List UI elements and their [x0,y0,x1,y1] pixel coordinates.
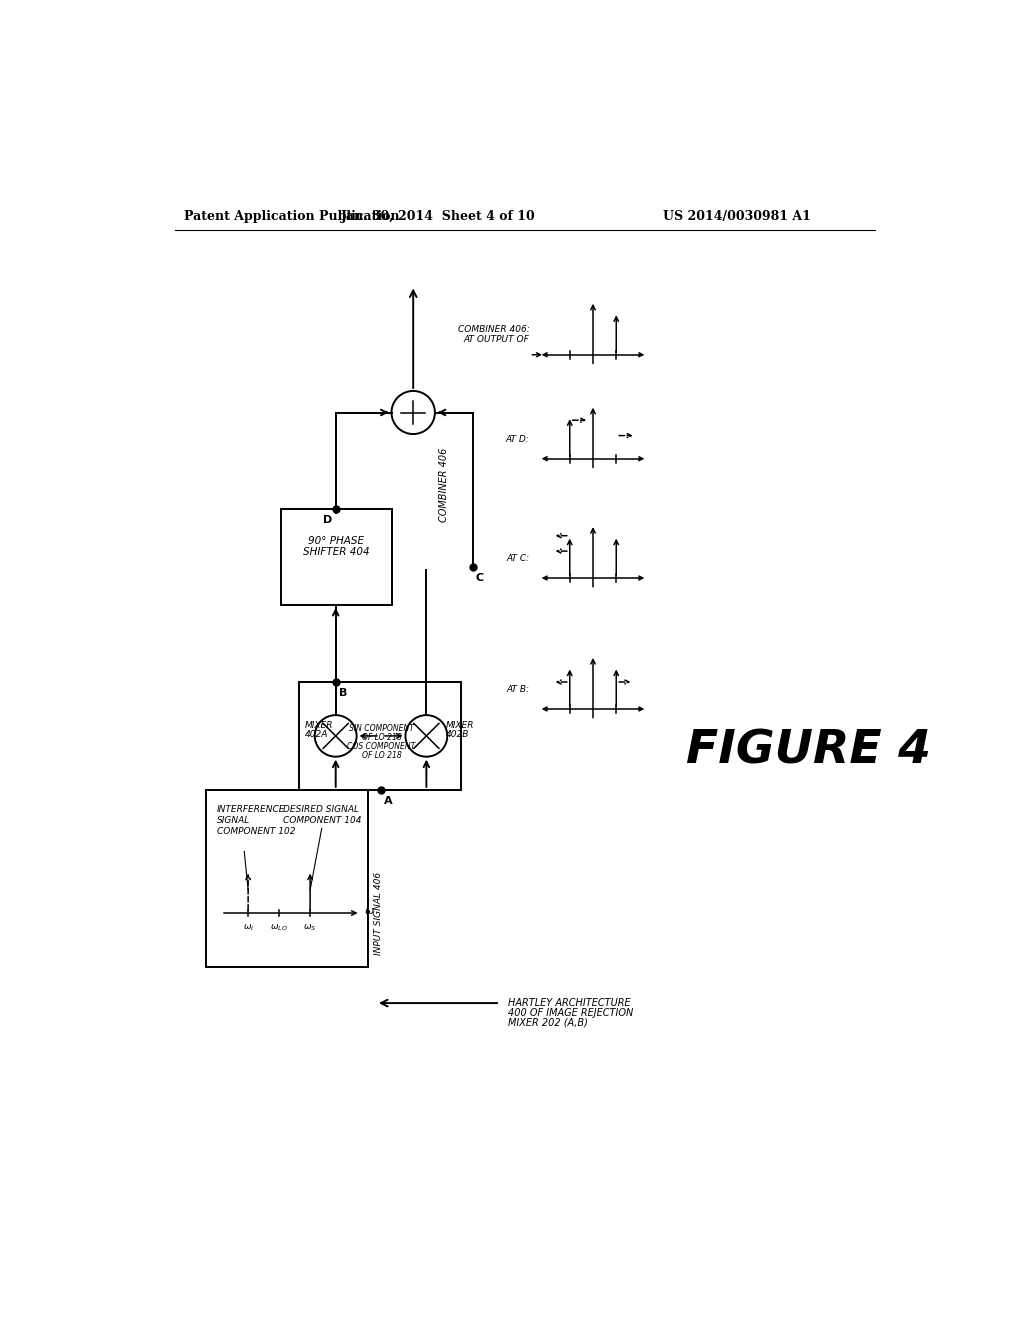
Text: SIGNAL: SIGNAL [217,816,251,825]
Text: $\omega_S$: $\omega_S$ [303,923,316,933]
Text: AT D:: AT D: [506,436,529,444]
Text: $\omega_I$: $\omega_I$ [243,923,254,933]
Ellipse shape [391,391,435,434]
Bar [299,682,461,789]
Text: MIXER: MIXER [305,721,333,730]
Text: INPUT SIGNAL 406: INPUT SIGNAL 406 [375,871,383,954]
Text: COS COMPONENT: COS COMPONENT [347,742,416,751]
Text: COMBINER 406: COMBINER 406 [438,447,449,521]
Text: COMPONENT 102: COMPONENT 102 [217,826,296,836]
Text: $\omega$: $\omega$ [364,907,375,916]
Text: AT C:: AT C: [506,554,529,564]
Ellipse shape [406,715,447,756]
Text: MIXER: MIXER [445,721,474,730]
Ellipse shape [314,715,356,756]
Text: COMPONENT 104: COMPONENT 104 [283,816,361,825]
Text: OF LO 218: OF LO 218 [361,733,401,742]
Text: SHIFTER 404: SHIFTER 404 [303,548,370,557]
Text: DESIRED SIGNAL: DESIRED SIGNAL [283,805,359,814]
Text: D: D [324,515,333,525]
Bar [282,508,391,605]
Text: SIN COMPONENT: SIN COMPONENT [349,723,414,733]
Text: 90° PHASE: 90° PHASE [308,536,365,545]
Bar [206,789,369,966]
Text: Patent Application Publication: Patent Application Publication [183,210,399,223]
Text: MIXER 202 (A,B): MIXER 202 (A,B) [508,1018,588,1028]
Text: $\omega_{LO}$: $\omega_{LO}$ [270,923,288,933]
Text: B: B [339,688,347,698]
Text: Jan. 30, 2014  Sheet 4 of 10: Jan. 30, 2014 Sheet 4 of 10 [341,210,536,223]
Text: INTERFERENCE: INTERFERENCE [217,805,286,814]
Text: 400 OF IMAGE REJECTION: 400 OF IMAGE REJECTION [508,1007,633,1018]
Text: HARTLEY ARCHITECTURE: HARTLEY ARCHITECTURE [508,998,631,1007]
Text: COMBINER 406:: COMBINER 406: [458,325,529,334]
Text: 402B: 402B [445,730,469,739]
Text: FIGURE 4: FIGURE 4 [686,729,931,774]
Text: C: C [476,573,484,582]
Text: A: A [384,796,392,807]
Text: OF LO 218: OF LO 218 [361,751,401,760]
Text: AT OUTPUT OF: AT OUTPUT OF [464,335,529,343]
Text: 402A: 402A [305,730,328,739]
Text: US 2014/0030981 A1: US 2014/0030981 A1 [663,210,811,223]
Text: AT B:: AT B: [507,685,529,694]
